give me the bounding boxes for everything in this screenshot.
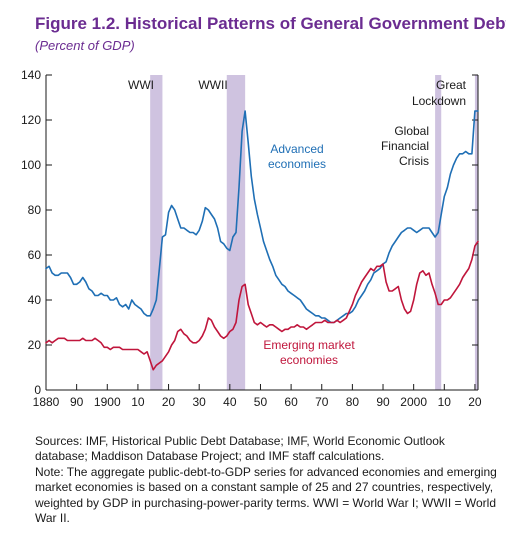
figure-notes: Sources: IMF, Historical Public Debt Dat… [35, 434, 497, 526]
y-tick-label: 100 [21, 158, 41, 172]
x-tick-label: 30 [193, 395, 207, 409]
x-tick-label: 20 [162, 395, 176, 409]
x-tick-label: 80 [346, 395, 360, 409]
x-tick-label: 1880 [33, 395, 60, 409]
advanced-economies-line [45, 110, 479, 324]
x-tick-label: 2000 [400, 395, 427, 409]
figure-title: Figure 1.2. Historical Patterns of Gener… [35, 14, 506, 33]
gfc-label-line3: Crisis [399, 154, 429, 168]
lockdown-label-line1: Great [436, 78, 467, 92]
gfc-label-line2: Financial [381, 139, 429, 153]
y-tick-label: 60 [28, 248, 42, 262]
advanced-series-label-line2: economies [268, 157, 326, 171]
emerging-series-label-line2: economies [280, 353, 338, 367]
x-tick-label: 10 [131, 395, 145, 409]
sources-text: Sources: IMF, Historical Public Debt Dat… [35, 434, 445, 464]
wwii-label: WWII [198, 78, 227, 92]
lockdown-label-line2: Lockdown [412, 94, 466, 108]
x-tick-label: 70 [315, 395, 329, 409]
chart-annotations: WWI WWII Global Financial Crisis Great L… [128, 78, 467, 367]
note-text: Note: The aggregate public-debt-to-GDP s… [35, 464, 497, 526]
figure-subtitle: (Percent of GDP) [35, 38, 135, 53]
shaded-period-1 [150, 75, 163, 390]
emerging-market-economies-line [45, 240, 479, 371]
advanced-series-label-line1: Advanced [270, 142, 323, 156]
y-tick-label: 140 [21, 68, 41, 82]
x-tick-label: 10 [438, 395, 452, 409]
y-tick-label: 0 [34, 383, 41, 397]
chart-axes: 0 20 40 60 80 100 120 140 1880 90 1900 10 20 30 40 50 60… [21, 68, 482, 409]
x-tick-label: 20 [468, 395, 482, 409]
y-tick-label: 120 [21, 113, 41, 127]
y-tick-label: 20 [28, 338, 42, 352]
debt-line-chart: 0 20 40 60 80 100 120 140 1880 90 1900 10 20 30 40 50 60… [21, 68, 482, 409]
x-tick-label: 90 [70, 395, 84, 409]
x-tick-label: 40 [223, 395, 237, 409]
y-tick-label: 40 [28, 293, 42, 307]
chart-series [45, 110, 479, 371]
y-tick-label: 80 [28, 203, 42, 217]
x-tick-label: 50 [254, 395, 268, 409]
shaded-period-4 [474, 75, 478, 390]
gfc-label-line1: Global [394, 124, 429, 138]
x-tick-label: 1900 [94, 395, 121, 409]
x-tick-label: 60 [284, 395, 298, 409]
emerging-series-label-line1: Emerging market [263, 338, 355, 352]
wwi-label: WWI [128, 78, 154, 92]
x-tick-label: 90 [376, 395, 390, 409]
